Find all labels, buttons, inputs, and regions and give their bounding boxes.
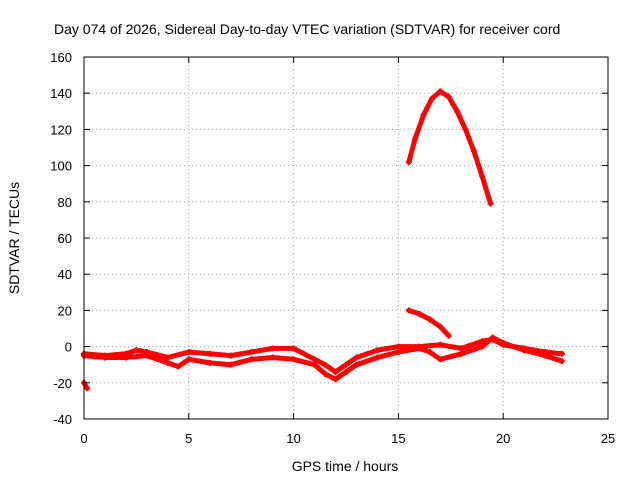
- data-point: [416, 345, 423, 352]
- y-tick-label: 0: [65, 340, 72, 355]
- data-point: [426, 349, 433, 356]
- y-tick-label: 160: [50, 50, 72, 65]
- x-tick-label: 0: [80, 431, 87, 446]
- data-point: [437, 356, 444, 363]
- y-axis-label: SDTVAR / TECUs: [6, 182, 22, 294]
- data-point: [395, 349, 402, 356]
- data-point: [558, 350, 565, 357]
- y-tick-label: 80: [58, 195, 72, 210]
- x-tick-label: 15: [391, 431, 405, 446]
- data-point: [428, 95, 435, 102]
- data-point: [487, 200, 494, 207]
- data-point: [405, 158, 412, 165]
- data-point: [437, 341, 444, 348]
- data-point: [374, 354, 381, 361]
- series-baseline-upper: [81, 336, 565, 375]
- y-tick-label: 20: [58, 303, 72, 318]
- data-point: [479, 343, 486, 350]
- x-tick-label: 10: [286, 431, 300, 446]
- data-point: [322, 370, 329, 377]
- data-series: [81, 88, 565, 392]
- data-point: [479, 338, 486, 345]
- data-point: [426, 316, 433, 323]
- data-point: [185, 349, 192, 356]
- data-point: [343, 368, 349, 375]
- data-point: [395, 343, 402, 350]
- data-point: [489, 334, 496, 341]
- data-point: [311, 361, 318, 368]
- data-point: [206, 359, 213, 366]
- data-point: [164, 354, 171, 361]
- data-point: [269, 345, 276, 352]
- data-point: [122, 354, 129, 361]
- y-tick-label: 100: [50, 159, 72, 174]
- data-point: [374, 347, 381, 354]
- data-point: [248, 349, 255, 356]
- data-point: [164, 359, 171, 366]
- data-point: [458, 350, 465, 357]
- data-point: [269, 354, 276, 361]
- data-point: [332, 376, 339, 383]
- series-arc-low: [406, 307, 452, 339]
- data-point: [462, 126, 469, 133]
- data-point: [343, 361, 349, 368]
- y-tick-label: 60: [58, 231, 72, 246]
- data-point: [175, 363, 182, 370]
- data-point: [542, 352, 549, 359]
- data-point: [185, 356, 192, 363]
- data-point: [206, 350, 213, 357]
- data-point: [470, 148, 477, 155]
- data-point: [479, 173, 486, 180]
- data-point: [84, 385, 91, 392]
- data-point: [290, 356, 297, 363]
- data-point: [437, 323, 444, 330]
- data-point: [227, 352, 234, 359]
- data-point: [412, 135, 419, 142]
- data-point: [454, 108, 461, 115]
- data-point: [101, 354, 108, 361]
- data-point: [290, 345, 297, 352]
- data-point: [353, 354, 360, 361]
- x-axis-label: GPS time / hours: [292, 458, 399, 474]
- y-tick-label: 120: [50, 122, 72, 137]
- chart-title: Day 074 of 2026, Sidereal Day-to-day VTE…: [54, 21, 560, 37]
- data-point: [322, 361, 329, 368]
- data-point: [353, 361, 360, 368]
- data-point: [445, 332, 452, 339]
- data-point: [521, 347, 528, 354]
- data-point: [420, 111, 427, 118]
- data-point: [143, 352, 150, 359]
- data-point: [445, 93, 452, 100]
- y-tick-label: 40: [58, 267, 72, 282]
- x-tick-label: 25: [601, 431, 615, 446]
- data-point: [227, 361, 234, 368]
- ticks: 0 5 10 15 20 25 -40 -20 0 20 40 60 80 100 120 140 160: [50, 50, 615, 446]
- data-point: [500, 339, 507, 346]
- y-tick-label: -40: [53, 412, 72, 427]
- data-point: [458, 345, 465, 352]
- data-point: [558, 358, 565, 365]
- data-point: [416, 311, 423, 318]
- data-point: [248, 356, 255, 363]
- data-point: [332, 368, 339, 375]
- y-tick-label: -20: [53, 376, 72, 391]
- x-tick-label: 5: [185, 431, 192, 446]
- series-arc-high: [406, 88, 494, 207]
- data-point: [437, 88, 444, 95]
- data-point: [133, 347, 140, 354]
- data-point: [311, 356, 318, 363]
- x-tick-label: 20: [496, 431, 510, 446]
- data-point: [405, 307, 412, 314]
- y-tick-label: 140: [50, 86, 72, 101]
